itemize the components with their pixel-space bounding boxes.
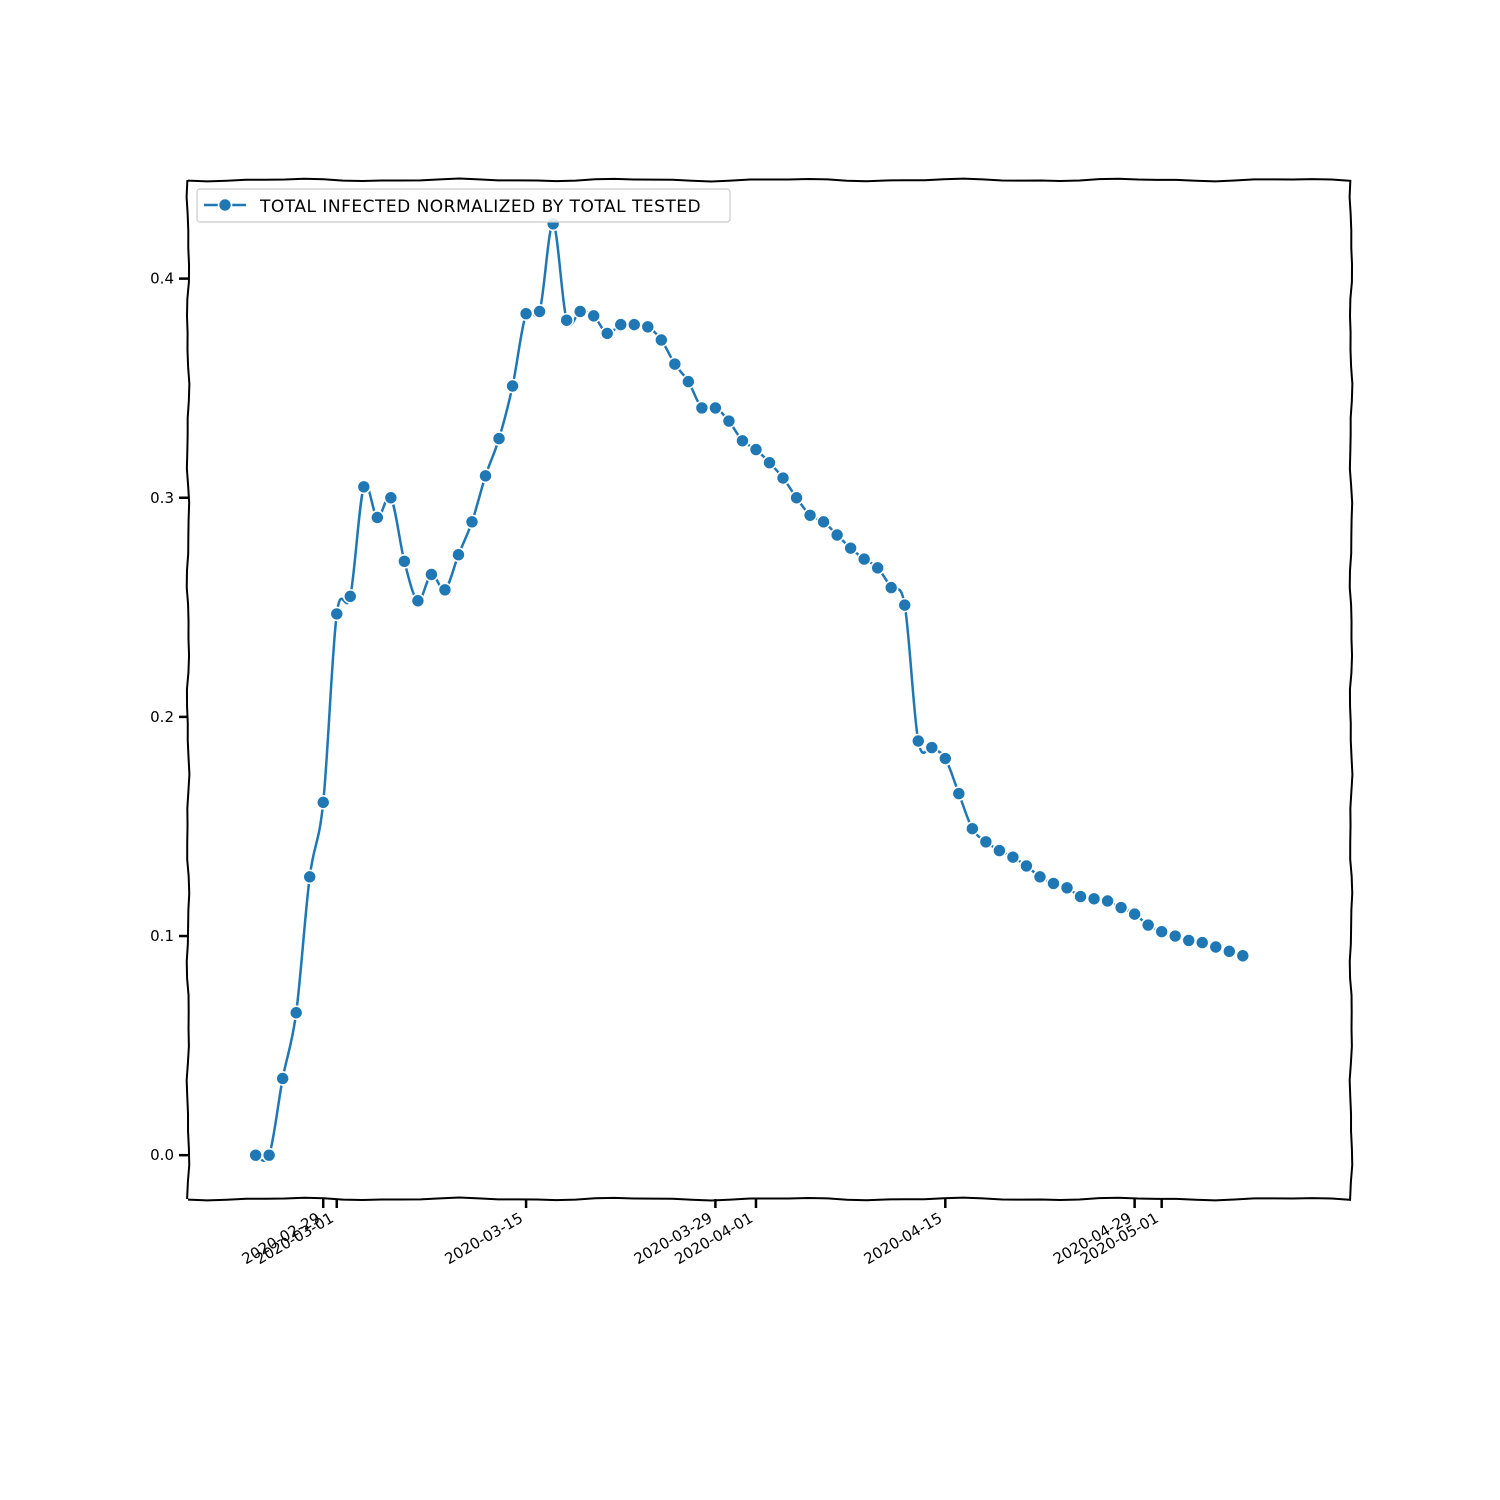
data-point bbox=[248, 1147, 263, 1163]
data-point bbox=[1113, 900, 1129, 915]
data-point bbox=[897, 597, 913, 613]
data-point bbox=[424, 567, 439, 582]
data-point bbox=[829, 527, 845, 543]
data-point bbox=[1086, 891, 1102, 907]
data-point bbox=[965, 821, 980, 836]
data-point bbox=[1046, 876, 1061, 891]
data-point bbox=[708, 400, 723, 416]
data-point bbox=[1154, 924, 1169, 939]
left-spine bbox=[185, 179, 191, 1200]
data-point bbox=[505, 378, 520, 394]
y-tick-label: 0.2 bbox=[150, 708, 174, 726]
data-point bbox=[532, 304, 547, 319]
data-point bbox=[586, 308, 602, 324]
data-point bbox=[572, 304, 588, 319]
data-point bbox=[451, 547, 466, 563]
data-point bbox=[491, 431, 507, 446]
data-point bbox=[518, 306, 534, 321]
data-point bbox=[410, 593, 426, 609]
data-point bbox=[856, 551, 872, 567]
legend-label: TOTAL INFECTED NORMALIZED BY TOTAL TESTE… bbox=[259, 197, 701, 217]
data-point bbox=[437, 582, 453, 598]
data-point bbox=[1127, 906, 1142, 922]
data-point bbox=[992, 843, 1007, 858]
data-point bbox=[397, 553, 412, 569]
data-point bbox=[937, 751, 953, 766]
data-point bbox=[1194, 935, 1210, 950]
series-group bbox=[248, 216, 1251, 1163]
data-point bbox=[640, 319, 656, 335]
y-tick-label: 0.0 bbox=[150, 1146, 174, 1164]
data-point bbox=[626, 317, 642, 332]
data-point bbox=[910, 733, 926, 749]
data-point bbox=[694, 400, 710, 416]
data-point bbox=[789, 490, 804, 506]
data-point bbox=[1019, 858, 1034, 874]
data-point bbox=[1032, 869, 1048, 885]
legend: TOTAL INFECTED NORMALIZED BY TOTAL TESTE… bbox=[196, 188, 731, 223]
data-point bbox=[1181, 933, 1197, 948]
data-point bbox=[978, 834, 994, 850]
y-tick-label: 0.1 bbox=[150, 927, 174, 945]
top-spine bbox=[187, 177, 1352, 183]
data-point bbox=[1140, 917, 1156, 933]
data-point bbox=[1100, 893, 1115, 909]
data-point bbox=[288, 1005, 304, 1021]
data-point bbox=[816, 514, 831, 530]
data-point bbox=[559, 312, 574, 328]
data-point bbox=[261, 1147, 277, 1163]
data-point bbox=[342, 589, 358, 604]
data-point bbox=[275, 1071, 290, 1086]
data-point bbox=[748, 442, 764, 457]
y-tick-label: 0.4 bbox=[150, 270, 174, 288]
data-point bbox=[1059, 880, 1075, 896]
data-point bbox=[464, 514, 480, 530]
data-point bbox=[315, 795, 331, 810]
data-point bbox=[667, 356, 683, 372]
data-point bbox=[383, 490, 399, 506]
bottom-spine bbox=[187, 1196, 1352, 1202]
data-point bbox=[762, 455, 777, 470]
data-point bbox=[370, 510, 385, 525]
y-tick-label: 0.3 bbox=[150, 489, 174, 507]
data-point bbox=[1005, 849, 1021, 865]
data-point bbox=[721, 413, 737, 429]
data-point bbox=[356, 479, 372, 495]
data-point bbox=[613, 317, 629, 332]
data-point bbox=[599, 326, 615, 341]
data-point bbox=[775, 470, 791, 486]
data-point bbox=[883, 580, 899, 595]
data-point bbox=[924, 740, 940, 755]
data-point bbox=[843, 540, 858, 556]
legend-box bbox=[196, 188, 731, 223]
data-point bbox=[870, 560, 885, 576]
data-point bbox=[1221, 944, 1237, 959]
data-point bbox=[654, 332, 669, 348]
data-point bbox=[681, 374, 696, 389]
data-point bbox=[735, 433, 750, 449]
data-point bbox=[1073, 889, 1088, 904]
data-point bbox=[951, 786, 967, 801]
data-point bbox=[1235, 948, 1251, 964]
data-point bbox=[1208, 939, 1224, 955]
data-point bbox=[329, 606, 345, 622]
right-spine bbox=[1348, 179, 1354, 1200]
data-point bbox=[1167, 928, 1183, 944]
data-point bbox=[478, 468, 493, 484]
legend-marker-swatch bbox=[217, 197, 233, 213]
data-point bbox=[802, 507, 818, 523]
data-point bbox=[302, 869, 318, 885]
